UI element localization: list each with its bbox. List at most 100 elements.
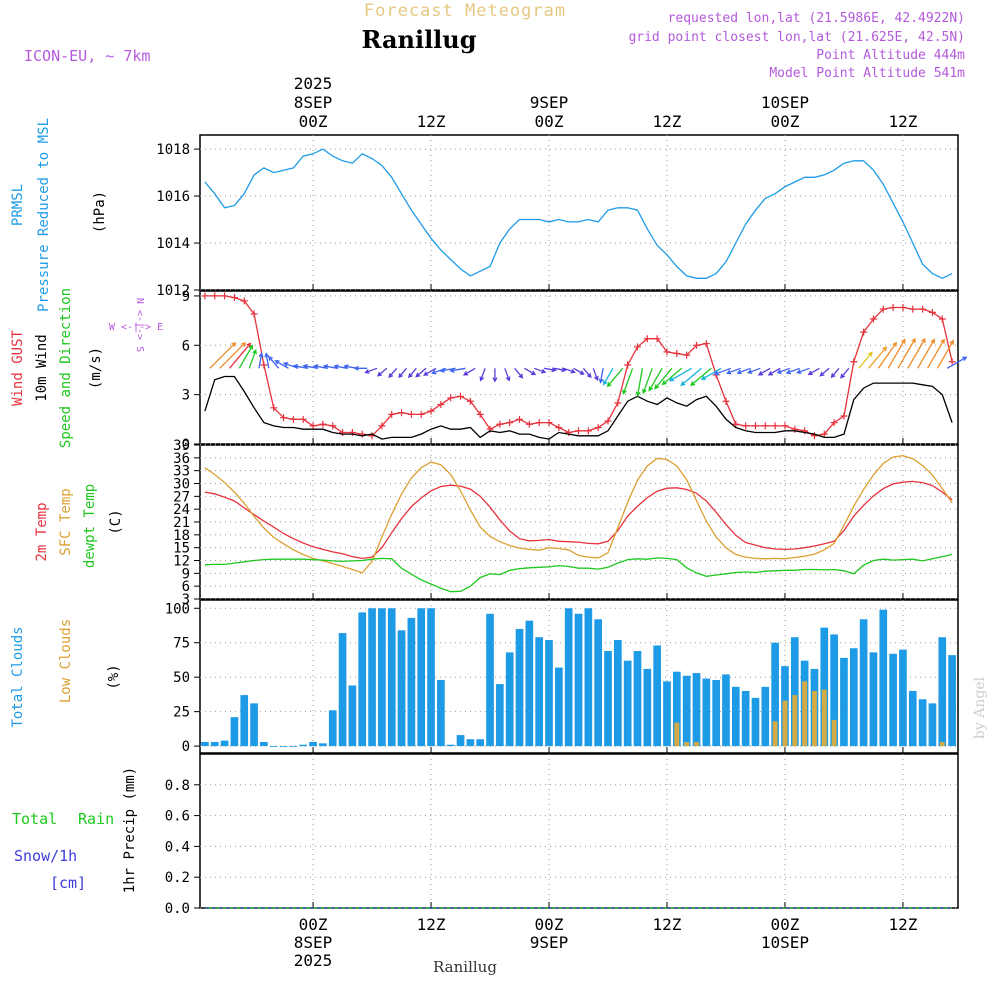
cloud-total-bar	[771, 642, 779, 747]
wind-arrow	[668, 367, 692, 382]
gust-marker	[604, 417, 612, 425]
wind-arrow	[238, 344, 254, 369]
y-tick-label: 36	[173, 451, 190, 467]
temp-label-sfc: SFC Temp	[58, 488, 74, 555]
cloud-total-bar	[378, 608, 386, 747]
wind-arrow	[553, 367, 567, 373]
header-location: Ranillug	[361, 25, 476, 54]
wind-arrow	[926, 338, 945, 369]
wind-arrow	[598, 368, 604, 384]
wind-arrow	[302, 363, 319, 369]
gust-marker	[614, 399, 622, 407]
gust-marker	[692, 341, 700, 349]
cloud-total-bar	[260, 741, 268, 747]
wind-arrow	[462, 367, 476, 376]
precip-label-total: Total	[12, 810, 57, 828]
gust-marker	[948, 358, 956, 366]
y-tick-label: 0.4	[165, 839, 190, 855]
cloud-total-bar	[594, 619, 603, 747]
y-tick-label: 0.8	[165, 778, 190, 794]
gust-marker	[240, 297, 248, 305]
wind-arrow	[248, 349, 257, 369]
top-time-label: 10SEP	[761, 93, 809, 112]
wind-arrow	[946, 356, 968, 369]
cloud-total-bar	[672, 671, 681, 747]
cloud-total-bar	[220, 740, 229, 747]
cloud-total-bar	[299, 744, 308, 747]
clouds-label-total: Total Clouds	[10, 626, 26, 727]
wind-arrow	[736, 367, 751, 375]
gust-marker	[820, 430, 828, 438]
gust-marker	[260, 361, 268, 369]
series-line-dewpt-temp	[204, 553, 953, 593]
gust-marker	[722, 397, 730, 405]
gust-marker	[250, 310, 258, 318]
cloud-low-bar	[939, 741, 945, 747]
y-tick-label: 9	[182, 566, 190, 582]
wind-arrow	[642, 368, 653, 395]
y-tick-label: 0	[182, 437, 190, 453]
bottom-time-label: 9SEP	[530, 933, 569, 952]
wind-arrow	[322, 364, 338, 370]
temp-label-unit: (C)	[108, 509, 124, 534]
temp-label-dewpt: dewpt Temp	[82, 484, 98, 568]
panel-frame	[199, 134, 959, 291]
series-line-sfc-temp	[204, 455, 953, 574]
y-tick-label: 12	[173, 554, 190, 570]
y-tick-label: 21	[173, 515, 190, 531]
gust-marker	[299, 415, 307, 423]
gust-marker	[339, 428, 347, 436]
wind-arrow	[313, 364, 328, 370]
wind-arrow	[573, 367, 585, 375]
cloud-total-bar	[722, 674, 730, 747]
cloud-total-bar	[761, 686, 770, 747]
y-tick-label: 1012	[156, 283, 190, 299]
gust-marker	[466, 397, 474, 405]
wind-arrow	[654, 367, 673, 390]
gust-marker	[594, 424, 602, 432]
gust-marker	[663, 348, 671, 356]
gust-marker	[398, 409, 406, 417]
cloud-total-bar	[476, 739, 485, 747]
wind-arrow	[819, 367, 830, 377]
cloud-total-bar	[712, 679, 720, 747]
cloud-total-bar	[830, 634, 838, 747]
wind-arrow	[229, 342, 252, 369]
gust-marker	[899, 303, 907, 311]
wind-arrow	[648, 367, 663, 392]
cloud-total-bar	[210, 741, 219, 747]
wind-arrow	[897, 337, 916, 369]
gust-marker	[869, 315, 877, 323]
cloud-total-bar	[928, 703, 937, 747]
wind-arrows	[209, 337, 968, 397]
panel-frame	[199, 599, 959, 754]
wind-arrow	[796, 367, 810, 374]
wind-arrow	[887, 338, 906, 369]
wind-arrow	[209, 341, 237, 369]
wind-arrow	[726, 367, 741, 375]
wind-arrow	[868, 346, 888, 369]
gust-marker	[230, 294, 238, 302]
gust-marker	[407, 410, 415, 418]
wind-arrow	[603, 367, 614, 386]
wind-arrow	[364, 367, 378, 374]
wind-arrow	[219, 341, 247, 369]
gust-marker	[506, 419, 514, 427]
gust-marker	[417, 410, 425, 418]
wind-arrow	[258, 352, 264, 369]
gust-marker	[889, 303, 897, 311]
cloud-total-bar	[633, 651, 642, 747]
y-tick-label: 0.2	[165, 870, 190, 886]
gust-marker	[565, 428, 573, 436]
wind-compass-ew: W <-|-> E	[109, 322, 163, 333]
cloud-total-bar	[466, 739, 475, 747]
header-model: ICON-EU, ~ 7km	[24, 47, 150, 65]
y-tick-label: 1016	[156, 189, 190, 205]
top-time-label: 2025	[294, 74, 333, 93]
panel-1: 0 3 6 9	[182, 289, 959, 453]
wind-arrow	[622, 368, 634, 395]
wind-arrow	[877, 341, 897, 369]
precip-label-rain: Rain	[78, 810, 114, 828]
y-tick-label: 39	[173, 438, 190, 454]
